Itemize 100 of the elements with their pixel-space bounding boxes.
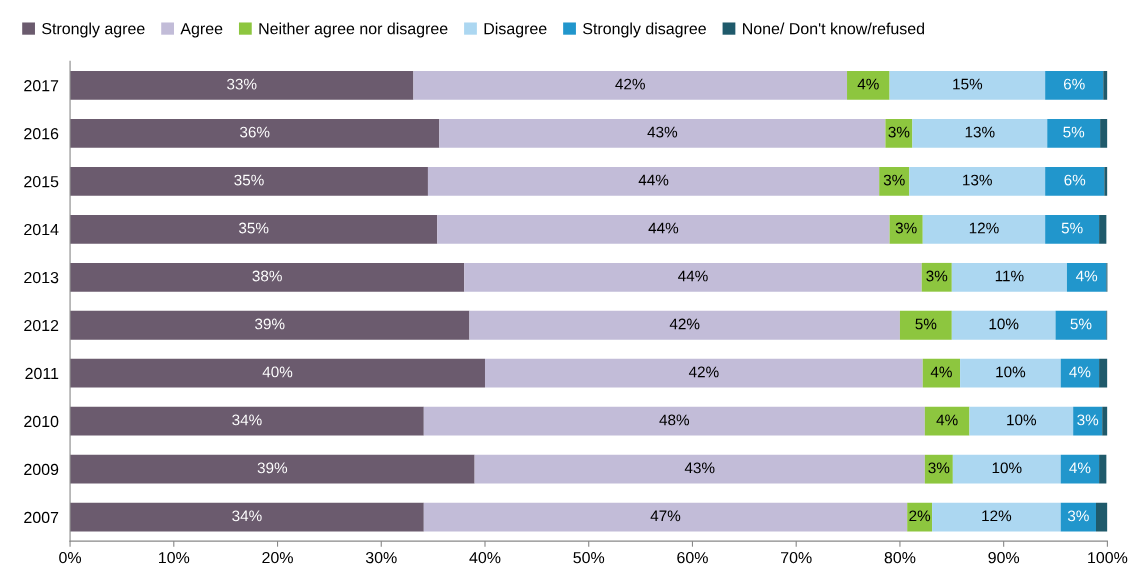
data-label: 43% [647,126,678,138]
x-tick-label: 30% [365,551,397,564]
data-label: 4% [1069,366,1091,378]
bar [1104,166,1108,196]
data-label: 34% [232,414,262,426]
data-label: 3% [1077,414,1099,426]
data-label: 12% [982,510,1012,522]
data-label: 36% [240,126,270,138]
y-tick-label: 2010 [24,415,59,428]
bar [922,358,961,388]
x-tick-label: 90% [988,551,1020,564]
data-label: 38% [252,270,282,282]
bar [899,310,952,340]
data-label: 10% [989,318,1019,330]
bar [70,310,470,340]
data-label: 3% [895,222,917,234]
legend-label: Disagree [484,22,547,38]
bar [70,502,424,532]
data-label: 3% [926,270,948,282]
bar [1100,118,1108,148]
data-label: 13% [965,126,995,138]
bar [413,71,848,100]
y-tick-label: 2009 [24,463,59,476]
data-label: 11% [995,270,1024,282]
data-label: 47% [650,510,681,522]
bar [960,358,1061,388]
bar [885,118,913,148]
legend-label: Agree [180,23,223,38]
bar [922,214,1046,244]
legend-label: Strongly agree [42,22,145,38]
x-tick-label: 60% [677,551,708,564]
bar [427,166,880,196]
data-label: 12% [969,222,999,234]
data-label: 6% [1064,174,1086,186]
x-tick-label: 70% [781,551,812,564]
data-label: 48% [659,414,690,426]
bar [474,454,925,484]
data-label: 44% [648,222,679,234]
data-label: 4% [936,414,958,426]
bar [879,166,910,196]
y-tick-label: 2015 [24,175,59,188]
x-tick-label: 0% [59,551,82,564]
x-tick-label: 50% [573,551,605,564]
data-label: 42% [669,318,700,330]
bar [1099,454,1107,484]
y-tick-label: 2011 [25,367,59,380]
bar [951,310,1056,340]
bar [907,502,933,532]
data-label: 2% [909,510,931,522]
data-label: 10% [996,366,1026,378]
bar [1045,214,1100,244]
bar [469,310,900,340]
x-tick-label: 20% [262,551,293,564]
bar [847,71,890,100]
bar [969,406,1074,436]
bar [1045,71,1104,100]
x-tick-label: 100% [1088,551,1128,564]
data-label: 4% [1069,462,1091,474]
data-label: 3% [883,174,905,186]
data-label: 4% [930,366,952,378]
data-label: 42% [688,366,719,378]
x-tick-label: 10% [159,551,190,564]
bar [1103,71,1108,100]
data-label: 6% [1063,78,1085,90]
bar [70,406,424,436]
bar [951,262,1067,292]
bar [70,358,485,388]
data-label: 15% [953,78,983,90]
y-tick-label: 2016 [24,128,59,140]
bar [423,502,908,532]
data-label: 4% [1075,270,1098,282]
bar [437,214,890,244]
data-label: 43% [684,462,715,474]
data-label: 40% [262,366,293,378]
bar [70,214,438,244]
data-label: 5% [1063,126,1085,138]
bar [1099,358,1108,388]
bar [1095,502,1108,532]
data-label: 13% [963,174,992,186]
data-label: 39% [257,462,288,474]
y-tick-label: 2013 [24,271,59,284]
bar [952,454,1061,484]
y-tick-label: 2017 [24,80,59,92]
y-tick-label: 2007 [24,511,59,524]
bar [1047,118,1101,148]
data-label: 35% [238,222,269,234]
legend-label: None/ Don't know/refused [743,22,924,35]
y-tick-label: 2014 [24,223,59,236]
bar [1055,310,1107,340]
bar [889,214,923,244]
bar [1060,502,1096,532]
legend-label: Neither agree nor disagree [259,22,448,38]
bar [70,166,428,196]
data-label: 3% [928,462,950,474]
bar [70,71,414,100]
data-label: 42% [615,78,645,90]
data-label: 33% [227,78,257,90]
data-label: 3% [1067,510,1089,522]
bar [921,262,952,292]
bar [439,118,886,148]
